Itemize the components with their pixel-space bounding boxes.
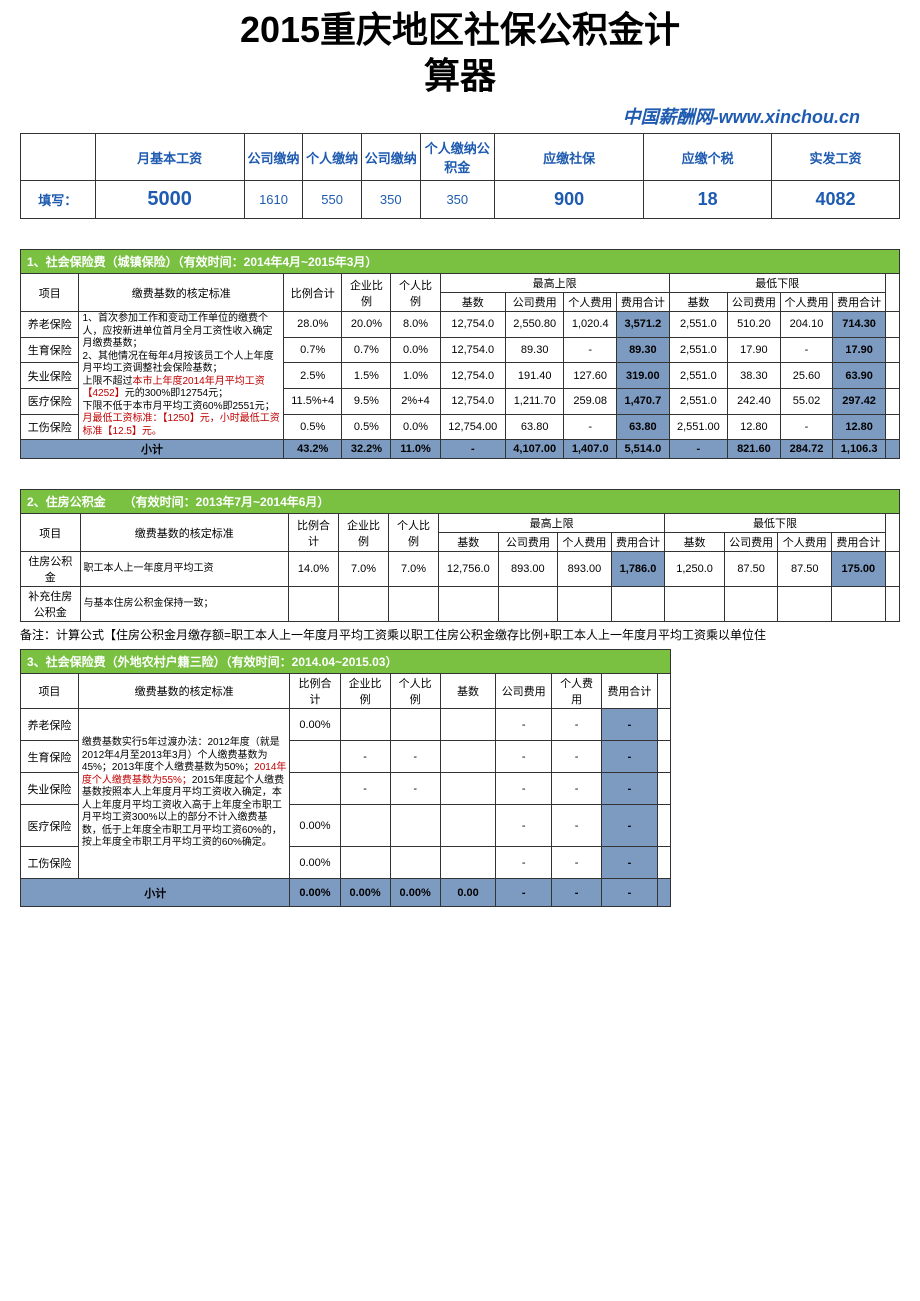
header-social-due: 应缴社保 [495, 134, 644, 181]
h-mx-pers: 个人费用 [564, 293, 617, 312]
val-pers-social: 550 [303, 181, 362, 219]
subtotal-row: 小计 43.2%32.2%11.0% -4,107.001,407.05,514… [21, 440, 900, 459]
table-row: 补充住房公积金 与基本住房公积金保持一致； [21, 587, 900, 622]
brand-link[interactable]: 中国薪酬网-www.xinchou.cn [623, 107, 860, 127]
h-mn-comp: 公司费用 [728, 293, 781, 312]
r0-name: 养老保险 [21, 312, 79, 338]
h-max-group: 最高上限 [440, 274, 669, 293]
h-item: 项目 [21, 274, 79, 312]
section2-bar: 2、住房公积金 （有效时间：2013年7月~2014年6月） [20, 489, 900, 513]
h-mn-base: 基数 [669, 293, 727, 312]
header-comp-fund: 公司缴纳 [361, 134, 420, 181]
page-title: 2015重庆地区社保公积金计 [20, 10, 900, 50]
h-mx-base: 基数 [440, 293, 505, 312]
val-social-due: 900 [495, 181, 644, 219]
s3-desc: 缴费基数实行5年过渡办法：2012年度（就是2012年4月至2013年3月）个人… [78, 709, 290, 879]
row-label: 填写： [21, 181, 96, 219]
input-summary-table: 月基本工资 公司缴纳 个人缴纳 公司缴纳 个人缴纳公积金 应缴社保 应缴个税 实… [20, 133, 900, 219]
subtotal-row: 小计 0.00%0.00%0.00% 0.00--- [21, 879, 671, 907]
h-mn-total: 费用合计 [833, 293, 886, 312]
h-min-group: 最低下限 [669, 274, 885, 293]
h-mx-total: 费用合计 [617, 293, 670, 312]
page-subtitle: 算器 [20, 56, 900, 96]
section2-note: 备注：计算公式【住房公积金月缴存额=职工本人上一年度月平均工资乘以职工住房公积金… [20, 626, 900, 643]
section2-table: 项目 缴费基数的核定标准 比例合计 企业比例 个人比例 最高上限 最低下限 基数… [20, 513, 900, 622]
val-comp-fund: 350 [361, 181, 420, 219]
h-mx-comp: 公司费用 [505, 293, 563, 312]
h-std: 缴费基数的核定标准 [79, 274, 284, 312]
section1-bar: 1、社会保险费（城镇保险）（有效时间：2014年4月~2015年3月） [20, 249, 900, 273]
h-ratio-total: 比例合计 [284, 274, 342, 312]
h-mn-pers: 个人费用 [780, 293, 833, 312]
header-base-wage: 月基本工资 [95, 134, 244, 181]
header-blank [21, 134, 96, 181]
header-pers-social: 个人缴纳 [303, 134, 362, 181]
header-net-wage: 实发工资 [772, 134, 900, 181]
table-row: 住房公积金 职工本人上一年度月平均工资 14.0%7.0%7.0% 12,756… [21, 552, 900, 587]
h-blank [885, 274, 899, 312]
s1-desc: 1、首次参加工作和变动工作单位的缴费个人，应按新进单位首月全月工资性收入确定月缴… [79, 312, 284, 440]
h-ratio-comp: 企业比例 [342, 274, 391, 312]
val-pers-fund: 350 [420, 181, 495, 219]
table-row: 养老保险 缴费基数实行5年过渡办法：2012年度（就是2012年4月至2013年… [21, 709, 671, 741]
val-comp-social: 1610 [244, 181, 303, 219]
val-tax-due: 18 [644, 181, 772, 219]
h-ratio-pers: 个人比例 [391, 274, 440, 312]
section1-table: 项目 缴费基数的核定标准 比例合计 企业比例 个人比例 最高上限 最低下限 基数… [20, 273, 900, 459]
header-pers-fund: 个人缴纳公积金 [420, 134, 495, 181]
header-comp-social: 公司缴纳 [244, 134, 303, 181]
section3-bar: 3、社会保险费（外地农村户籍三险）（有效时间：2014.04~2015.03） [20, 649, 671, 673]
section3-table: 项目 缴费基数的核定标准 比例合计 企业比例 个人比例 基数 公司费用 个人费用… [20, 673, 671, 907]
val-base-wage[interactable]: 5000 [95, 181, 244, 219]
header-tax-due: 应缴个税 [644, 134, 772, 181]
table-row: 养老保险 1、首次参加工作和变动工作单位的缴费个人，应按新进单位首月全月工资性收… [21, 312, 900, 338]
val-net-wage: 4082 [772, 181, 900, 219]
